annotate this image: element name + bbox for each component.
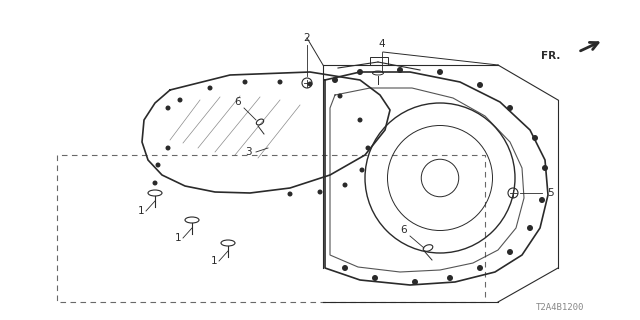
Text: 5: 5 xyxy=(547,188,554,198)
Text: 6: 6 xyxy=(401,225,407,235)
Circle shape xyxy=(243,79,248,84)
Text: 1: 1 xyxy=(211,256,218,266)
Circle shape xyxy=(372,275,378,281)
Circle shape xyxy=(337,93,342,99)
Circle shape xyxy=(342,265,348,271)
Circle shape xyxy=(507,249,513,255)
Text: 1: 1 xyxy=(138,206,144,216)
Circle shape xyxy=(437,69,443,75)
Circle shape xyxy=(360,167,365,172)
Circle shape xyxy=(177,98,182,102)
Circle shape xyxy=(477,82,483,88)
Circle shape xyxy=(365,146,371,150)
Text: FR.: FR. xyxy=(541,51,560,61)
Circle shape xyxy=(342,182,348,188)
Circle shape xyxy=(278,79,282,84)
Circle shape xyxy=(166,106,170,110)
Circle shape xyxy=(287,191,292,196)
Circle shape xyxy=(307,82,312,86)
Circle shape xyxy=(317,189,323,195)
Circle shape xyxy=(207,85,212,91)
Circle shape xyxy=(358,117,362,123)
Circle shape xyxy=(166,146,170,150)
Circle shape xyxy=(332,77,338,83)
Circle shape xyxy=(539,197,545,203)
Circle shape xyxy=(507,105,513,111)
Text: 3: 3 xyxy=(244,147,252,157)
Text: T2A4B1200: T2A4B1200 xyxy=(536,303,584,313)
Circle shape xyxy=(477,265,483,271)
Text: 1: 1 xyxy=(175,233,181,243)
Circle shape xyxy=(357,69,363,75)
Text: 4: 4 xyxy=(379,39,385,49)
Text: 6: 6 xyxy=(235,97,241,107)
Text: 2: 2 xyxy=(304,33,310,43)
Circle shape xyxy=(397,67,403,73)
Circle shape xyxy=(447,275,453,281)
Bar xyxy=(370,57,388,65)
Circle shape xyxy=(542,165,548,171)
Circle shape xyxy=(527,225,533,231)
Circle shape xyxy=(156,163,161,167)
Circle shape xyxy=(532,135,538,141)
Circle shape xyxy=(412,279,418,285)
Circle shape xyxy=(152,180,157,186)
